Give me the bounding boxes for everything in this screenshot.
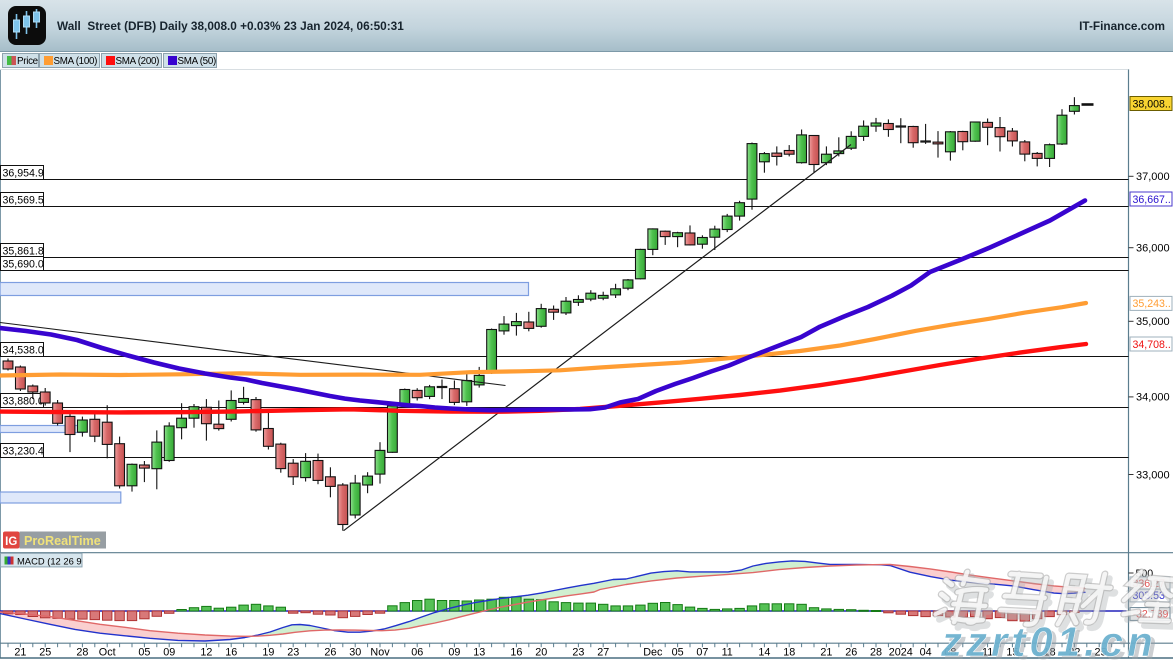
svg-text:2024: 2024 — [889, 646, 913, 658]
svg-text:22: 22 — [1068, 646, 1080, 658]
svg-text:33,880.0: 33,880.0 — [3, 395, 44, 407]
svg-text:35,861.8: 35,861.8 — [3, 245, 44, 257]
svg-text:Dec: Dec — [643, 646, 663, 658]
svg-text:25: 25 — [39, 646, 51, 658]
svg-text:34,000: 34,000 — [1136, 392, 1170, 404]
svg-text:11: 11 — [982, 646, 993, 658]
svg-text:33,000: 33,000 — [1136, 469, 1170, 481]
svg-text:20: 20 — [535, 646, 547, 658]
svg-text:23: 23 — [572, 646, 584, 658]
svg-text:21: 21 — [820, 646, 832, 658]
svg-text:33,230.4: 33,230.4 — [3, 445, 44, 457]
svg-text:34,708..: 34,708.. — [1133, 339, 1171, 351]
svg-text:11: 11 — [722, 646, 733, 658]
svg-text:23: 23 — [287, 646, 299, 658]
svg-text:16: 16 — [225, 646, 237, 658]
svg-text:13: 13 — [473, 646, 485, 658]
svg-text:Nov: Nov — [370, 646, 390, 658]
svg-text:30: 30 — [349, 646, 361, 658]
svg-text:28: 28 — [76, 646, 88, 658]
svg-text:27: 27 — [597, 646, 609, 658]
svg-text:IG: IG — [5, 536, 17, 548]
svg-text:35,000: 35,000 — [1136, 316, 1170, 328]
svg-text:zzrt01.cn: zzrt01.cn — [940, 618, 1157, 660]
svg-text:09: 09 — [448, 646, 460, 658]
svg-text:07: 07 — [696, 646, 708, 658]
svg-text:19: 19 — [262, 646, 274, 658]
svg-text:36,000: 36,000 — [1136, 243, 1170, 255]
svg-text:MACD (12 26 9: MACD (12 26 9 — [17, 555, 82, 566]
svg-text:06: 06 — [411, 646, 423, 658]
svg-text:28: 28 — [870, 646, 882, 658]
svg-text:zzrt01.cn: zzrt01.cn — [944, 621, 1161, 660]
svg-text:18: 18 — [1044, 646, 1056, 658]
svg-text:26: 26 — [845, 646, 857, 658]
svg-text:09: 09 — [163, 646, 175, 658]
svg-text:38,008..: 38,008.. — [1133, 98, 1171, 110]
svg-text:21: 21 — [14, 646, 26, 658]
svg-text:35,243..: 35,243.. — [1133, 298, 1171, 310]
svg-text:12: 12 — [200, 646, 212, 658]
svg-text:18: 18 — [783, 646, 795, 658]
svg-text:35,690.0: 35,690.0 — [3, 258, 44, 270]
svg-text:15: 15 — [1006, 646, 1018, 658]
svg-text:08: 08 — [944, 646, 956, 658]
svg-text:ProRealTime: ProRealTime — [24, 534, 101, 548]
svg-text:04: 04 — [920, 646, 932, 658]
svg-text:36,667..: 36,667.. — [1133, 194, 1171, 206]
svg-text:26: 26 — [324, 646, 336, 658]
svg-text:36,569.5: 36,569.5 — [3, 194, 44, 206]
svg-text:05: 05 — [672, 646, 684, 658]
svg-text:36,954.9: 36,954.9 — [3, 167, 44, 179]
svg-text:25: 25 — [1094, 646, 1106, 658]
svg-text:37,000: 37,000 — [1136, 171, 1170, 183]
svg-text:34,538.0: 34,538.0 — [3, 344, 44, 356]
svg-text:Oct: Oct — [99, 646, 116, 658]
svg-text:16: 16 — [510, 646, 522, 658]
svg-text:05: 05 — [138, 646, 150, 658]
svg-text:14: 14 — [758, 646, 770, 658]
